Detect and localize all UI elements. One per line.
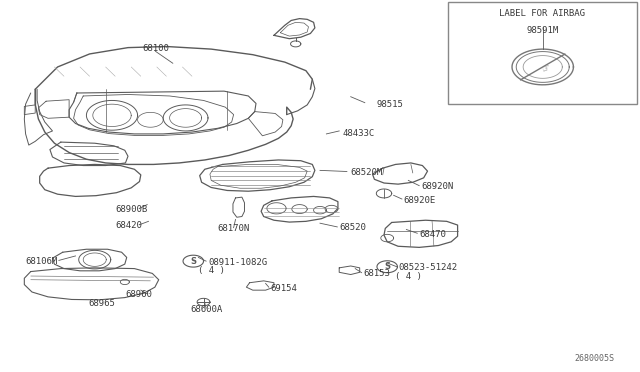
Text: 68900B: 68900B — [116, 205, 148, 214]
FancyBboxPatch shape — [448, 2, 637, 104]
Text: 98591M: 98591M — [527, 26, 559, 35]
Text: ( 4 ): ( 4 ) — [395, 272, 422, 280]
Text: 48433C: 48433C — [342, 129, 374, 138]
Text: 68920N: 68920N — [421, 182, 453, 191]
Text: 68600A: 68600A — [190, 305, 222, 314]
Text: 68520: 68520 — [339, 223, 366, 232]
Text: S: S — [190, 257, 196, 266]
Text: 98515: 98515 — [376, 100, 403, 109]
Text: 68170N: 68170N — [218, 224, 250, 233]
Text: 68965: 68965 — [88, 299, 115, 308]
Text: ( 4 ): ( 4 ) — [198, 266, 225, 275]
Text: ☞: ☞ — [540, 62, 552, 75]
Text: 69154: 69154 — [270, 284, 297, 293]
Text: 68920E: 68920E — [403, 196, 435, 205]
Text: 68106M: 68106M — [26, 257, 58, 266]
Text: 68100: 68100 — [142, 44, 169, 53]
Text: 68520M: 68520M — [351, 169, 383, 177]
Text: 08523-51242: 08523-51242 — [398, 263, 457, 272]
Text: 08911-1082G: 08911-1082G — [208, 258, 267, 267]
Text: 2680005S: 2680005S — [575, 354, 614, 363]
Text: S: S — [384, 262, 390, 271]
Text: 68470: 68470 — [419, 230, 446, 239]
Text: 68420: 68420 — [116, 221, 143, 230]
Text: 68153: 68153 — [364, 269, 390, 278]
Text: 68960: 68960 — [125, 290, 152, 299]
Text: LABEL FOR AIRBAG: LABEL FOR AIRBAG — [499, 9, 586, 17]
